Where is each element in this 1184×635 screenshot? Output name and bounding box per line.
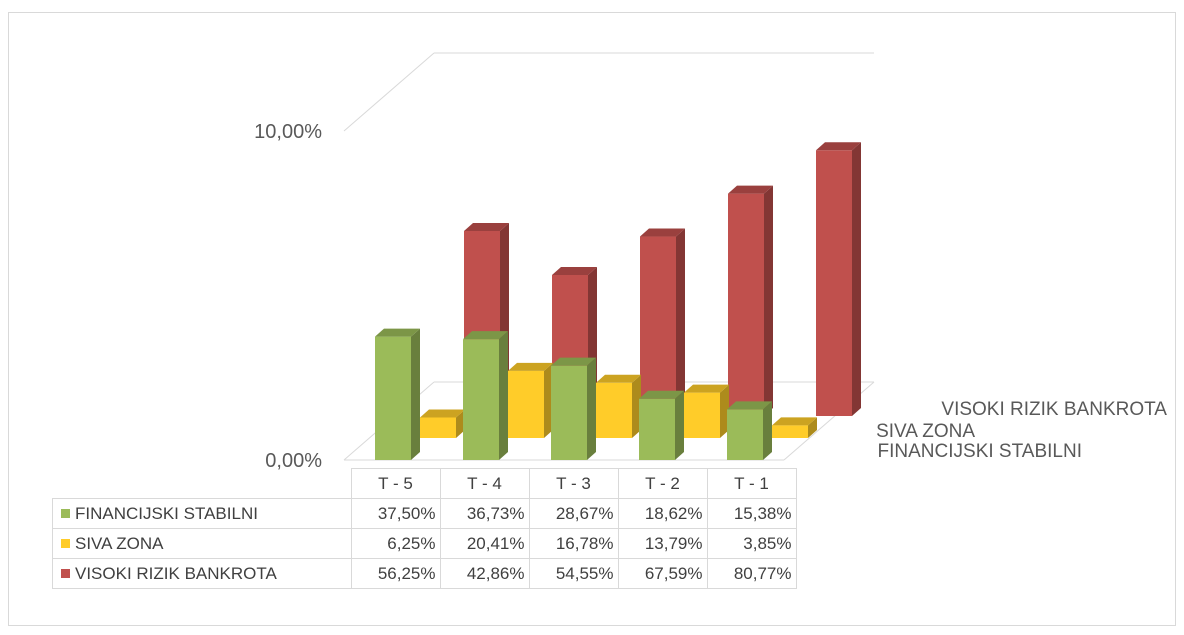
bar-front-face [420, 417, 456, 438]
bar [816, 142, 861, 416]
bar [508, 362, 553, 438]
bar-side-face [764, 185, 773, 416]
bar-side-face [720, 384, 729, 438]
table-cell: 16,78% [528, 528, 619, 559]
legend-key-yellow [61, 538, 70, 548]
table-cell: 80,77% [706, 558, 797, 589]
table-cell: 36,73% [439, 498, 530, 529]
bar-top-face [508, 362, 553, 371]
table-cell: 37,50% [350, 498, 441, 529]
bar-front-face [463, 339, 499, 460]
table-cell: 20,41% [439, 528, 530, 559]
table-category-header: T - 5 [350, 468, 441, 499]
table-cell: 54,55% [528, 558, 619, 589]
bar-side-face [499, 331, 508, 460]
bar-side-face [676, 228, 685, 416]
bar [551, 357, 596, 460]
chart-frame: 0,00%10,00%20,00%30,00%40,00%50,00%60,00… [8, 12, 1176, 626]
bar-front-face [684, 392, 720, 438]
bar-side-face [763, 401, 772, 460]
bar-side-face [587, 357, 596, 460]
bar-front-face [551, 365, 587, 460]
series-name-cell: SIVA ZONA [52, 528, 352, 559]
table-row: SIVA ZONA 6,25% 20,41% 16,78% 13,79% 3,8… [52, 528, 797, 559]
bar-top-face [639, 390, 684, 399]
y-tick-label: 0,00% [265, 450, 322, 472]
legend-key-green [61, 508, 70, 518]
data-table: T - 5 T - 4 T - 3 T - 2 T - 1 FINANCIJSK… [52, 468, 797, 589]
series-name: VISOKI RIZIK BANKROTA [75, 563, 277, 583]
table-category-header: T - 1 [706, 468, 797, 499]
bar [728, 185, 773, 416]
bar-front-face [727, 409, 763, 460]
bar-side-face [852, 142, 861, 416]
bar [375, 328, 420, 460]
series-name: SIVA ZONA [75, 533, 164, 553]
bar-front-face [640, 236, 676, 416]
legend-key-red [61, 568, 70, 578]
bar-front-face [596, 382, 632, 438]
bar [684, 384, 729, 438]
table-corner [52, 468, 352, 499]
table-cell: 67,59% [617, 558, 708, 589]
bar [463, 331, 508, 460]
bar-top-face [772, 417, 817, 426]
bar-side-face [632, 374, 641, 438]
bar-front-face [816, 150, 852, 416]
series-depth-label: SIVA ZONA [876, 421, 975, 442]
series-depth-label: FINANCIJSKI STABILNI [878, 441, 1082, 462]
bar-top-face [596, 374, 641, 383]
y-tick-label: 10,00% [254, 121, 322, 143]
table-cell: 6,25% [350, 528, 441, 559]
bar-front-face [728, 193, 764, 416]
bar-side-face [411, 328, 420, 460]
series-name-cell: VISOKI RIZIK BANKROTA [52, 558, 352, 589]
series-depth-label: VISOKI RIZIK BANKROTA [941, 399, 1167, 420]
bar-top-face [463, 331, 508, 340]
bar-top-face [551, 357, 596, 366]
bar-front-face [772, 425, 808, 438]
table-row: FINANCIJSKI STABILNI 37,50% 36,73% 28,67… [52, 498, 797, 529]
table-cell: 3,85% [706, 528, 797, 559]
bar [639, 390, 684, 460]
bar-top-face [640, 228, 685, 237]
gridline-diagonal [343, 52, 435, 132]
bar-front-face [508, 370, 544, 438]
bar [420, 409, 465, 438]
bar-side-face [456, 409, 465, 438]
table-row: VISOKI RIZIK BANKROTA 56,25% 42,86% 54,5… [52, 558, 797, 589]
table-cell: 42,86% [439, 558, 530, 589]
table-cell: 56,25% [350, 558, 441, 589]
bar-front-face [375, 336, 411, 460]
bar-side-face [808, 417, 817, 438]
table-cell: 15,38% [706, 498, 797, 529]
table-cell: 18,62% [617, 498, 708, 529]
series-name-cell: FINANCIJSKI STABILNI [52, 498, 352, 529]
bar-top-face [816, 142, 861, 151]
bar-top-face [684, 384, 729, 393]
bar-top-face [464, 222, 509, 231]
bar [772, 417, 817, 438]
bar-top-face [727, 401, 772, 410]
table-category-header: T - 3 [528, 468, 619, 499]
table-category-header: T - 2 [617, 468, 708, 499]
chart-plot: 0,00%10,00%20,00%30,00%40,00%50,00%60,00… [254, 52, 1167, 472]
bar [596, 374, 641, 438]
table-cell: 13,79% [617, 528, 708, 559]
bar-top-face [420, 409, 465, 418]
bar-top-face [728, 185, 773, 194]
bar-top-face [552, 266, 597, 275]
bar-top-face [375, 328, 420, 337]
bar [727, 401, 772, 460]
series-name: FINANCIJSKI STABILNI [75, 503, 258, 523]
bar-front-face [639, 398, 675, 460]
table-category-header: T - 4 [439, 468, 530, 499]
bar [640, 228, 685, 416]
bar-side-face [675, 390, 684, 460]
table-header-row: T - 5 T - 4 T - 3 T - 2 T - 1 [52, 468, 797, 499]
bar-side-face [544, 362, 553, 438]
table-cell: 28,67% [528, 498, 619, 529]
